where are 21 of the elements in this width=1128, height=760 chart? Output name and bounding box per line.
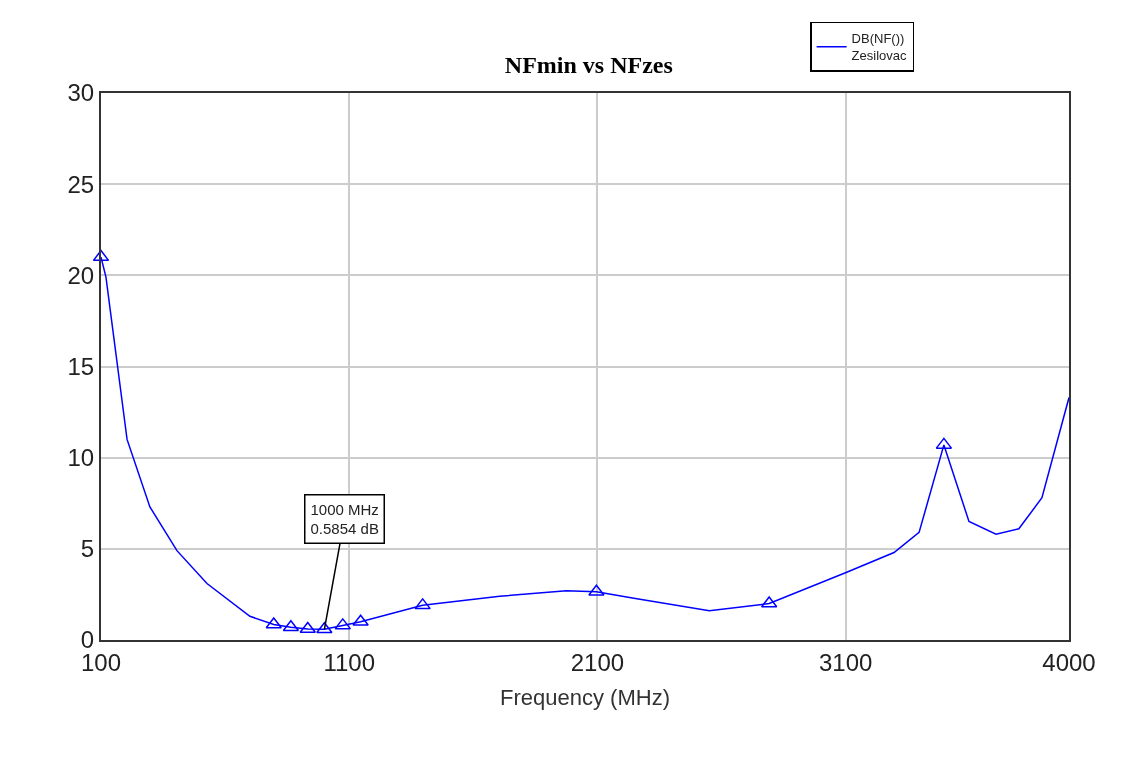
x-tick-label: 4000 <box>1042 648 1096 676</box>
point <box>414 598 431 610</box>
x-tick-label: 2100 <box>570 648 625 676</box>
point <box>282 619 300 632</box>
point <box>316 622 333 634</box>
point <box>588 584 605 596</box>
y-tick-label: 25 <box>67 170 95 198</box>
y-tick-label: 20 <box>67 261 95 289</box>
legend-label: DB(NF()) Zesilovac <box>851 31 908 64</box>
y-tick-label: 15 <box>67 352 95 380</box>
point <box>92 249 110 262</box>
annotation: 1000 MHz 0.5854 dB <box>310 500 379 537</box>
point <box>352 614 369 626</box>
x-axis-title: Frequency (MHz) <box>500 685 670 711</box>
y-tick-label: 5 <box>80 535 95 563</box>
point <box>299 621 317 634</box>
x-tick-label: 3100 <box>818 648 873 676</box>
x-tick-label: 1100 <box>323 648 376 676</box>
chart-title: NFmin vs NFzes <box>504 52 673 78</box>
y-tick-label: 10 <box>67 444 95 472</box>
y-tick-label: 30 <box>67 79 95 107</box>
